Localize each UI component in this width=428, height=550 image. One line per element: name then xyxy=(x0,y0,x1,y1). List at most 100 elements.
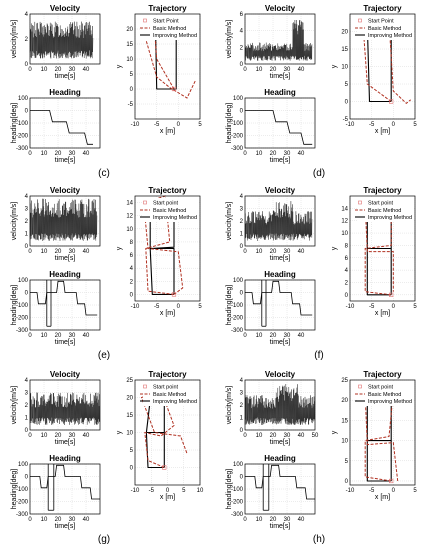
heading-ytick-label: -300 xyxy=(231,328,244,334)
velocity-title: Velocity xyxy=(265,186,296,195)
heading-xtick-label: 0 xyxy=(243,517,247,523)
velocity-xtick-label: 40 xyxy=(298,249,305,255)
velocity-series-line xyxy=(244,201,313,242)
trajectory-xtick-label: -10 xyxy=(131,488,140,494)
heading-ytick-label: 100 xyxy=(233,462,244,468)
heading-frame xyxy=(244,97,316,149)
trajectory-ytick-label: 10 xyxy=(126,57,133,63)
heading-xlabel: time[s] xyxy=(55,157,76,164)
heading-series-line xyxy=(30,110,93,145)
heading-ytick-label: -200 xyxy=(16,500,29,506)
trajectory-xtick-label: -10 xyxy=(346,488,355,494)
panel-c: 0 10 20 30 40 0 2 4 Velocity time[s] velocity[m/s]… xyxy=(11,4,202,179)
trajectory-xlabel: x [m] xyxy=(160,310,175,317)
legend-background xyxy=(143,382,199,406)
heading-xlabel: time[s] xyxy=(270,523,291,530)
trajectory-ytick-label: 20 xyxy=(341,398,348,404)
velocity-title: Velocity xyxy=(50,186,81,195)
trajectory-ytick-label: 20 xyxy=(341,30,348,36)
panel-d: 0 10 20 30 40 0 2 4 6 Velocity time[s] velocity[m/s… xyxy=(226,4,417,179)
heading-title: Heading xyxy=(49,454,81,463)
velocity-ytick-label: 4 xyxy=(25,378,29,384)
start-point-marker xyxy=(389,99,394,104)
heading-xlabel: time[s] xyxy=(55,339,76,346)
velocity-frame xyxy=(244,195,316,247)
velocity-xtick-label: 10 xyxy=(256,433,263,439)
trajectory-ytick-label: 5 xyxy=(345,82,349,88)
heading-ytick-label: -200 xyxy=(16,134,29,140)
heading-ytick-label: 100 xyxy=(233,278,244,284)
start-point-marker xyxy=(171,292,177,297)
subfigure-label: (g) xyxy=(98,534,110,545)
start-point-marker xyxy=(389,478,394,484)
trajectory-xtick-label: -5 xyxy=(369,304,375,310)
heading-ytick-label: 100 xyxy=(18,96,29,102)
heading-xlabel: time[s] xyxy=(270,157,291,164)
velocity-xtick-label: 50 xyxy=(312,433,319,439)
heading-frame xyxy=(29,279,101,331)
trajectory-frame xyxy=(349,379,416,486)
trajectory-ylabel: y xyxy=(116,246,123,250)
heading-title: Heading xyxy=(49,270,81,279)
trajectory-xlabel: x [m] xyxy=(375,494,390,501)
heading-ytick-label: 100 xyxy=(18,462,29,468)
heading-title: Heading xyxy=(49,88,81,97)
legend-start-swatch xyxy=(143,384,147,389)
trajectory-ylabel: y xyxy=(331,246,338,250)
heading-ytick-label: 0 xyxy=(240,475,244,481)
trajectory-ytick-label: -5 xyxy=(343,117,349,123)
velocity-ytick-label: 4 xyxy=(25,12,29,18)
velocity-ytick-label: 2 xyxy=(25,37,29,43)
velocity-title: Velocity xyxy=(50,370,81,379)
heading-ytick-label: -200 xyxy=(231,134,244,140)
heading-xtick-label: 40 xyxy=(298,333,305,339)
velocity-ylabel: velocity[m/s] xyxy=(226,386,233,425)
trajectory-xtick-label: 5 xyxy=(413,488,417,494)
velocity-xtick-label: 0 xyxy=(243,67,247,73)
trajectory-ytick-label: 0 xyxy=(130,466,134,472)
trajectory-xtick-label: 5 xyxy=(413,122,417,128)
velocity-title: Velocity xyxy=(265,370,296,379)
trajectory-frame xyxy=(349,195,416,302)
velocity-xtick-label: 40 xyxy=(83,67,90,73)
heading-xtick-label: 30 xyxy=(284,151,291,157)
heading-xtick-label: 40 xyxy=(83,517,90,523)
heading-ytick-label: -100 xyxy=(16,487,29,493)
velocity-series-line xyxy=(29,198,98,242)
trajectory-ytick-label: 5 xyxy=(345,459,349,465)
heading-ylabel: heading[deg] xyxy=(11,469,18,510)
velocity-ytick-label: 0 xyxy=(240,428,244,434)
legend-start-swatch xyxy=(358,384,362,389)
velocity-frame xyxy=(29,13,101,65)
trajectory-ytick-label: 25 xyxy=(341,378,348,384)
trajectory-frame xyxy=(134,13,201,120)
velocity-series-line xyxy=(29,21,94,59)
velocity-ytick-label: 1 xyxy=(240,416,244,422)
trajectory-ytick-label: 5 xyxy=(130,448,134,454)
trajectory-xtick-label: -5 xyxy=(369,488,375,494)
velocity-series-line xyxy=(244,383,315,425)
legend-start-label: Start point xyxy=(368,385,394,391)
trajectory-xtick-label: -10 xyxy=(346,122,355,128)
heading-xtick-label: 0 xyxy=(243,333,247,339)
velocity-xtick-label: 30 xyxy=(69,249,76,255)
trajectory-title: Trajectory xyxy=(363,370,402,379)
trajectory-ytick-label: 15 xyxy=(341,47,348,53)
velocity-ylabel: velocity[m/s] xyxy=(11,202,18,241)
trajectory-xtick-label: 5 xyxy=(182,488,186,494)
velocity-ytick-label: 3 xyxy=(240,391,244,397)
velocity-ytick-label: 2 xyxy=(240,403,244,409)
legend-start-label: Start point xyxy=(368,201,394,207)
heading-ytick-label: -100 xyxy=(16,303,29,309)
trajectory-ytick-label: 15 xyxy=(126,413,133,419)
trajectory-xtick-label: 0 xyxy=(392,122,396,128)
heading-xtick-label: 20 xyxy=(55,333,62,339)
trajectory-title: Trajectory xyxy=(148,370,187,379)
legend-improving-label: Improving Method xyxy=(153,215,197,221)
velocity-xtick-label: 30 xyxy=(284,433,291,439)
velocity-title: Velocity xyxy=(50,4,81,13)
trajectory-title: Trajectory xyxy=(148,4,187,13)
velocity-ytick-label: 4 xyxy=(25,194,29,200)
trajectory-ytick-label: 0 xyxy=(345,479,349,485)
trajectory-xtick-label: -10 xyxy=(131,304,140,310)
